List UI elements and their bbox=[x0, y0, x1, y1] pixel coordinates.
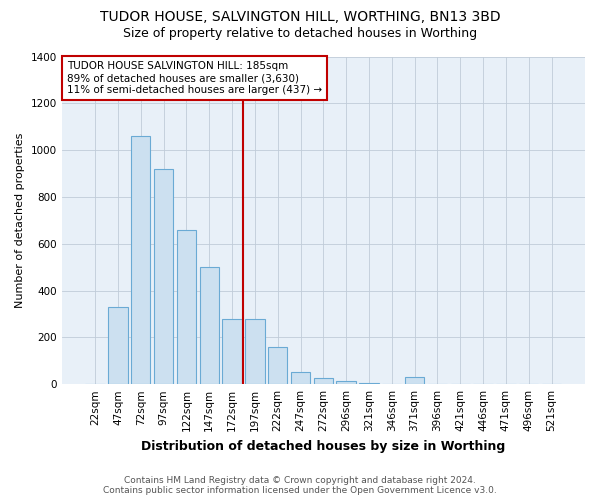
Bar bbox=[177, 230, 196, 384]
X-axis label: Distribution of detached houses by size in Worthing: Distribution of detached houses by size … bbox=[141, 440, 505, 452]
Text: TUDOR HOUSE, SALVINGTON HILL, WORTHING, BN13 3BD: TUDOR HOUSE, SALVINGTON HILL, WORTHING, … bbox=[100, 10, 500, 24]
Bar bbox=[108, 307, 128, 384]
Y-axis label: Number of detached properties: Number of detached properties bbox=[15, 132, 25, 308]
Bar bbox=[314, 378, 333, 384]
Bar bbox=[337, 380, 356, 384]
Text: Size of property relative to detached houses in Worthing: Size of property relative to detached ho… bbox=[123, 28, 477, 40]
Bar bbox=[154, 169, 173, 384]
Bar bbox=[268, 346, 287, 384]
Bar bbox=[223, 318, 242, 384]
Bar bbox=[405, 377, 424, 384]
Text: TUDOR HOUSE SALVINGTON HILL: 185sqm
89% of detached houses are smaller (3,630)
1: TUDOR HOUSE SALVINGTON HILL: 185sqm 89% … bbox=[67, 62, 322, 94]
Text: Contains HM Land Registry data © Crown copyright and database right 2024.
Contai: Contains HM Land Registry data © Crown c… bbox=[103, 476, 497, 495]
Bar bbox=[359, 383, 379, 384]
Bar bbox=[245, 318, 265, 384]
Bar bbox=[200, 267, 219, 384]
Bar bbox=[131, 136, 151, 384]
Bar bbox=[291, 372, 310, 384]
